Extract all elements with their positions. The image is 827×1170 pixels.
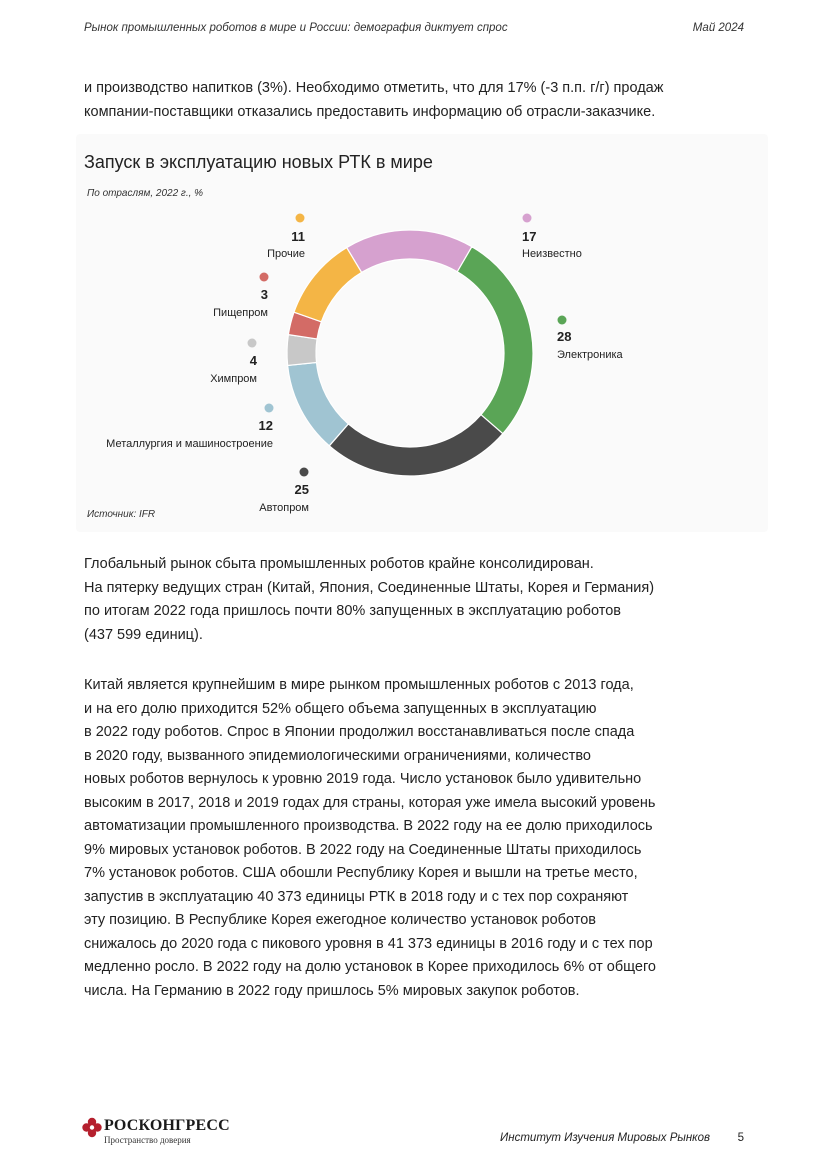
text-line: 9% мировых установок роботов. В 2022 год… [84,841,642,858]
donut-chart: 17 Неизвестно 28 Электроника 25 Автопром 12 Мет… [106,213,624,514]
text-line: по итогам 2022 года пришлось почти 80% з… [84,603,621,619]
text-line: в 2020 году, вызванного эпидемиологическ… [84,747,591,764]
text-line: Китай является крупнейшим в мире рынком … [84,677,634,693]
intro-paragraph: и производство напитков (3%). Необходимо… [84,77,749,124]
slice-category-label: Неизвестно [522,248,582,260]
text-line: 7% установок роботов. США обошли Республ… [84,865,638,881]
paragraph-market-consolidation: Глобальный рынок сбыта промышленных робо… [84,553,749,647]
text-line: снижалось до 2020 года с пикового уровня… [84,935,653,952]
slice-category-label: Пищепром [213,307,268,319]
donut-slice [286,333,318,367]
text-line: числа. На Германию в 2022 году пришлось … [84,982,580,999]
donut-slice [456,245,534,435]
text-line: запустив в эксплуатацию 40 373 единицы Р… [84,888,629,905]
logo-text: РОСКОНГРЕСС [104,1117,230,1134]
slice-value-label: 12 [259,418,273,433]
chart-source: Источник: IFR [87,509,156,520]
roscongress-logo: РОСКОНГРЕСС Пространство доверия [82,1117,232,1149]
text-line: эту позицию. В Республике Корея ежегодно… [84,912,596,928]
text-line: высоким в 2017, 2018 и 2019 годах для ст… [84,794,656,811]
text-line: и производство напитков (3%). Необходимо… [84,80,664,96]
legend-dot [247,338,257,348]
slice-category-label: Металлургия и машиностроение [106,438,273,450]
donut-slice [328,413,504,477]
donut-slice [293,246,363,323]
text-line: Глобальный рынок сбыта промышленных робо… [84,556,594,572]
page-number: 5 [737,1132,744,1144]
roscongress-logo-icon [82,1117,102,1138]
legend-dot [295,213,305,223]
text-line: и на его долю приходится 52% общего объе… [84,700,597,717]
text-line: в 2022 году роботов. Спрос в Японии прод… [84,724,635,740]
logo-tagline: Пространство доверия [104,1135,191,1145]
donut-slice [345,229,473,274]
text-line: компании-поставщики отказались предостав… [84,103,656,120]
paragraph-countries: Китай является крупнейшим в мире рынком … [84,674,749,1003]
chart-title: Запуск в эксплуатацию новых РТК в мире [84,152,433,172]
legend-dot [259,272,269,282]
running-header-date: Май 2024 [692,22,744,34]
legend-dot [264,403,274,413]
legend-dot [299,467,309,477]
chart-subtitle: По отраслям, 2022 г., % [87,188,204,199]
text-line: новых роботов вернулось к уровню 2019 го… [84,771,642,787]
legend-dot [557,315,567,325]
footer-institute: Институт Изучения Мировых Рынков [500,1132,710,1144]
slice-category-label: Прочие [267,248,305,260]
slice-value-label: 25 [295,482,309,497]
text-line: медленно росло. В 2022 году на долю уста… [84,959,656,975]
legend-dot [522,213,532,223]
slice-category-label: Автопром [259,502,309,514]
slice-value-label: 11 [291,229,305,244]
running-header-title: Рынок промышленных роботов в мире и Росс… [84,22,508,34]
text-line: На пятерку ведущих стран (Китай, Япония,… [84,579,655,596]
slice-value-label: 4 [250,353,258,368]
slice-category-label: Электроника [557,349,624,361]
donut-slice [286,361,350,447]
slice-value-label: 28 [557,329,571,344]
text-line: автоматизации промышленного производства… [84,818,653,834]
text-line: (437 599 единиц). [84,626,203,643]
slice-category-label: Химпром [210,373,257,385]
slice-value-label: 3 [261,287,268,302]
slice-value-label: 17 [522,229,536,244]
